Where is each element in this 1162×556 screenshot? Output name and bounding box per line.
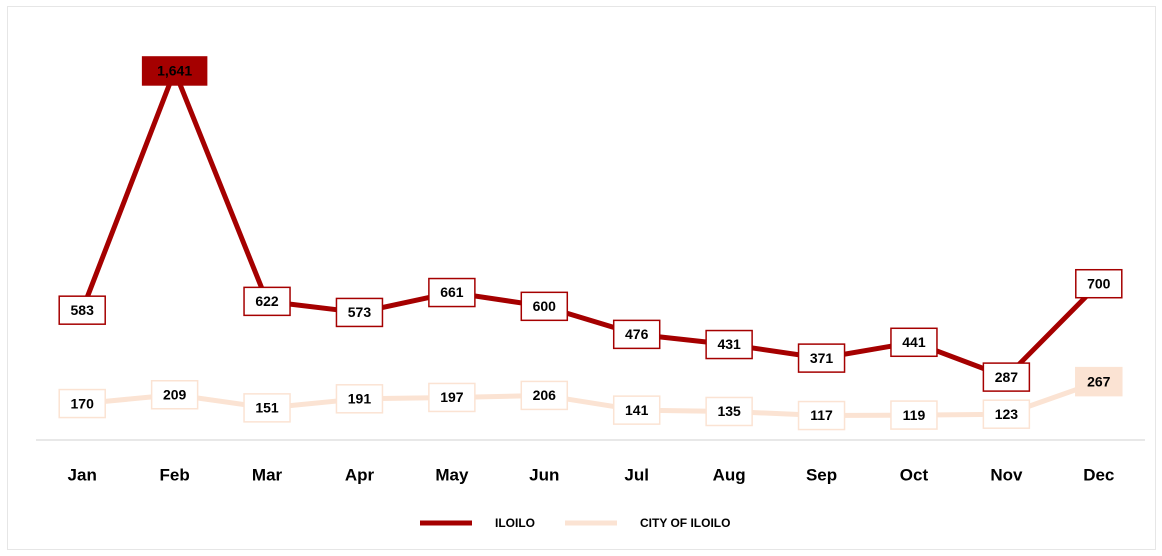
- data-label: 600: [533, 298, 557, 314]
- data-label: 170: [71, 395, 95, 411]
- data-label: 441: [902, 334, 926, 350]
- data-label: 191: [348, 391, 372, 407]
- data-label-box: [520, 291, 569, 322]
- data-label-box: [890, 400, 938, 430]
- legend-label: CITY OF ILOILO: [640, 516, 730, 530]
- data-label: 135: [717, 403, 741, 419]
- data-label: 141: [625, 402, 649, 418]
- data-label: 700: [1087, 275, 1111, 291]
- data-label-box: [243, 286, 291, 317]
- data-label: 431: [717, 336, 741, 352]
- data-label: 197: [440, 389, 464, 405]
- data-label-box: [1075, 366, 1123, 397]
- data-label-box: [150, 379, 199, 410]
- data-label: 573: [348, 304, 372, 320]
- data-label-box: [982, 362, 1031, 392]
- data-label-box: [520, 380, 569, 411]
- x-tick-label: Apr: [345, 465, 375, 484]
- data-label: 287: [995, 369, 1019, 385]
- x-tick-label: Nov: [990, 465, 1023, 484]
- chart-frame: [7, 6, 1156, 550]
- data-label: 371: [810, 350, 834, 366]
- data-label-box: [982, 399, 1031, 429]
- data-label-box: [797, 400, 846, 431]
- x-tick-label: May: [435, 465, 469, 484]
- x-tick-label: Jul: [624, 465, 649, 484]
- data-label: 267: [1087, 373, 1111, 389]
- data-label-box: [705, 396, 753, 427]
- data-label-box: [797, 343, 846, 373]
- data-label: 151: [255, 400, 279, 416]
- data-label-box: [58, 388, 106, 419]
- data-label: 123: [995, 406, 1019, 422]
- data-label-box: [335, 384, 384, 414]
- data-label-box: [612, 319, 661, 350]
- data-label: 1,641: [157, 63, 192, 79]
- data-label-box: [243, 393, 291, 423]
- data-label: 206: [533, 387, 557, 403]
- x-tick-label: Mar: [252, 465, 283, 484]
- data-label: 583: [71, 302, 95, 318]
- data-label-box: [58, 295, 106, 325]
- data-label-box: [141, 56, 208, 86]
- data-label-box: [335, 297, 384, 328]
- x-tick-label: Jan: [68, 465, 97, 484]
- x-tick-label: Oct: [900, 465, 929, 484]
- data-label-box: [428, 277, 476, 308]
- data-label: 119: [903, 407, 926, 423]
- data-label-box: [1075, 268, 1123, 299]
- data-label: 117: [810, 407, 833, 423]
- data-label-box: [705, 329, 753, 360]
- data-label: 661: [440, 284, 464, 300]
- data-label-box: [612, 395, 661, 425]
- x-tick-label: Dec: [1083, 465, 1114, 484]
- x-tick-label: Jun: [529, 465, 559, 484]
- legend-label: ILOILO: [495, 516, 535, 530]
- data-label: 622: [255, 293, 279, 309]
- x-tick-label: Sep: [806, 465, 837, 484]
- x-tick-label: Aug: [713, 465, 746, 484]
- x-tick-label: Feb: [160, 465, 190, 484]
- data-label-box: [428, 382, 476, 413]
- data-label: 476: [625, 326, 649, 342]
- data-label: 209: [163, 386, 187, 402]
- data-label-box: [890, 327, 938, 358]
